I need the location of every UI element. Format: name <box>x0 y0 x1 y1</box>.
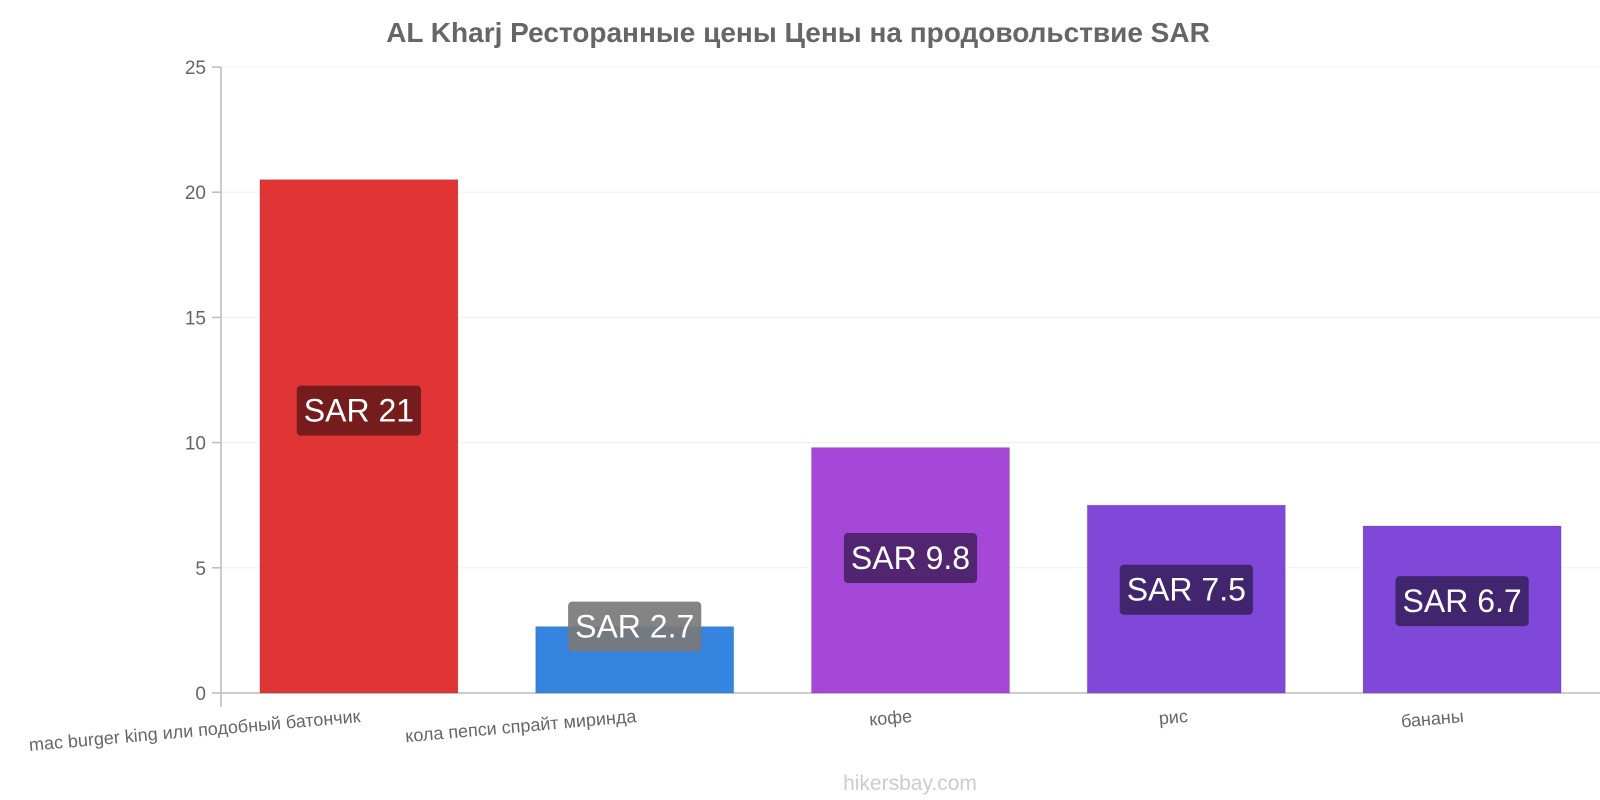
data-label: SAR 2.7 <box>568 601 702 652</box>
data-label-background <box>843 533 978 584</box>
bar <box>259 179 459 694</box>
data-label-text: SAR 9.8 <box>851 540 970 576</box>
chart-title: AL Kharj Ресторанные цены Цены на продов… <box>386 17 1210 48</box>
data-label: SAR 21 <box>296 385 422 436</box>
y-tick-label: 10 <box>185 434 206 455</box>
data-label-text: SAR 7.5 <box>1127 572 1246 608</box>
x-tick-label: рис <box>1158 706 1189 728</box>
data-label: SAR 9.8 <box>843 533 978 584</box>
y-tick-label: 5 <box>195 559 206 580</box>
data-label-text: SAR 2.7 <box>575 609 694 645</box>
bars <box>259 179 1562 694</box>
y-tick-labels: 0 5 10 15 20 25 <box>185 58 206 705</box>
y-tick-label: 0 <box>195 684 206 705</box>
data-label: SAR 7.5 <box>1119 564 1253 615</box>
y-tick-label: 25 <box>185 58 206 79</box>
y-tick-label: 20 <box>185 183 206 204</box>
x-tick-label: бананы <box>1400 706 1464 731</box>
data-label-text: SAR 21 <box>304 393 414 429</box>
x-tick-label: кола пепси спрайт миринда <box>404 706 638 746</box>
x-tick-label: кофе <box>868 706 913 730</box>
data-label-background <box>1395 576 1529 627</box>
data-label-background <box>568 601 702 652</box>
watermark: hikersbay.com <box>843 772 977 795</box>
data-labels: SAR 21 SAR 2.7 SAR 9.8 SAR 7.5 SAR 6.7 <box>296 385 1529 652</box>
data-label: SAR 6.7 <box>1395 576 1529 627</box>
data-label-text: SAR 6.7 <box>1403 583 1522 619</box>
data-label-background <box>1119 564 1253 615</box>
x-tick-label: mac burger king или подобный батончик <box>28 706 361 755</box>
y-tick-label: 15 <box>185 308 206 329</box>
data-label-background <box>296 385 422 436</box>
x-tick-labels: mac burger king или подобный батончик кол… <box>28 706 1464 755</box>
